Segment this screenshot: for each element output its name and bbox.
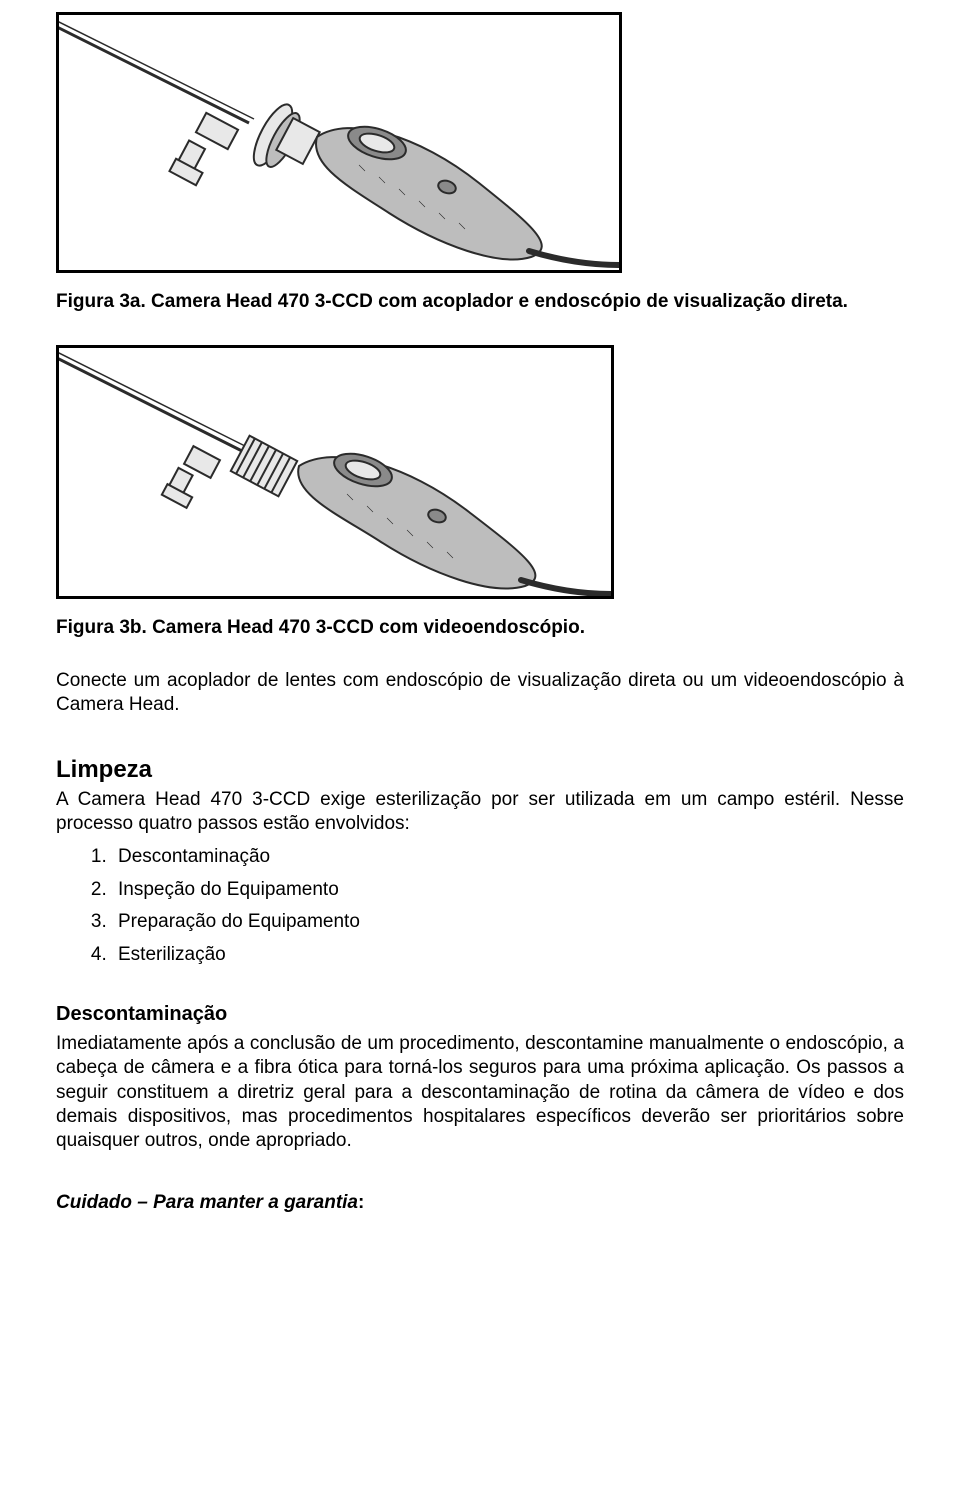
figure-3b-caption: Figura 3b. Camera Head 470 3-CCD com vid…	[56, 617, 904, 639]
heading-descontaminacao: Descontaminação	[56, 1003, 904, 1026]
step-item: Esterilização	[112, 940, 904, 969]
step-item: Descontaminação	[112, 842, 904, 871]
figure-3b-frame	[56, 345, 614, 599]
figure-3a-frame	[56, 12, 622, 273]
warning-text: Cuidado – Para manter a garantia	[56, 1192, 358, 1213]
warning-line: Cuidado – Para manter a garantia:	[56, 1192, 904, 1214]
step-item: Preparação do Equipamento	[112, 907, 904, 936]
intro-paragraph: Conecte um acoplador de lentes com endos…	[56, 669, 904, 718]
figure-3a-caption: Figura 3a. Camera Head 470 3-CCD com aco…	[56, 291, 904, 313]
warning-colon: :	[358, 1192, 364, 1213]
step-item: Inspeção do Equipamento	[112, 875, 904, 904]
limpeza-steps-list: Descontaminação Inspeção do Equipamento …	[56, 842, 904, 969]
descontaminacao-body: Imediatamente após a conclusão de um pro…	[56, 1032, 904, 1154]
camera-head-videoendoscope-illustration	[59, 348, 611, 596]
camera-head-coupler-illustration	[59, 15, 619, 270]
heading-limpeza: Limpeza	[56, 756, 904, 784]
limpeza-body: A Camera Head 470 3-CCD exige esteriliza…	[56, 788, 904, 837]
